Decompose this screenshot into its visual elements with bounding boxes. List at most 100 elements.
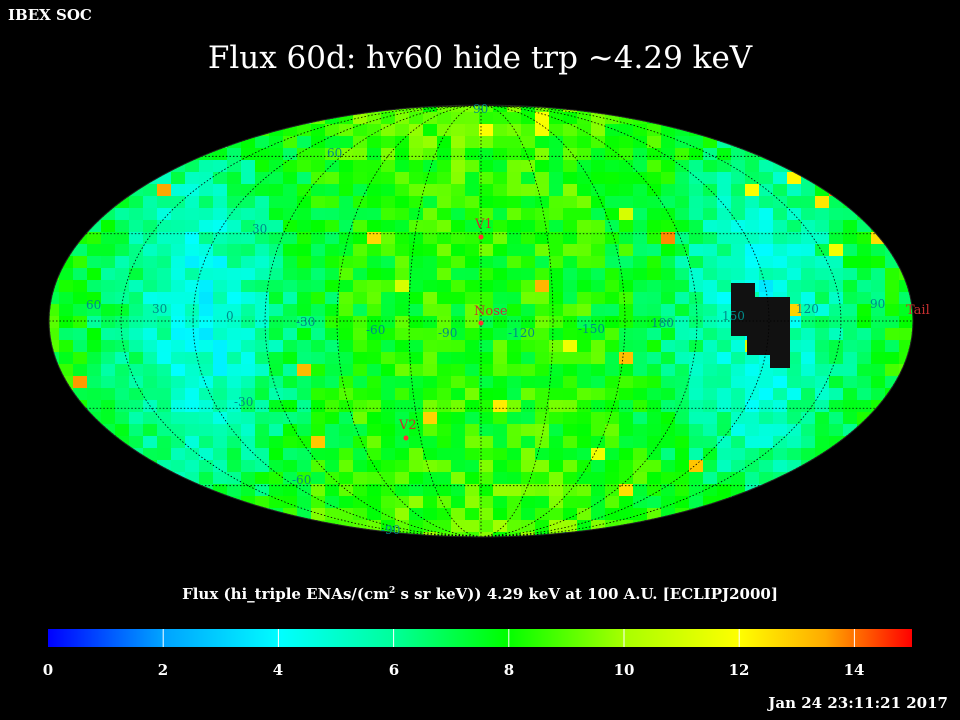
flux-cell <box>563 112 577 124</box>
flux-cell <box>717 328 731 340</box>
flux-cell <box>647 136 661 148</box>
flux-cell <box>241 376 255 388</box>
flux-cell <box>325 256 339 268</box>
flux-cell <box>451 124 465 136</box>
flux-cell <box>633 508 647 520</box>
flux-cell <box>647 436 661 448</box>
flux-cell <box>171 328 185 340</box>
flux-cell <box>227 376 241 388</box>
flux-cell <box>675 412 689 424</box>
flux-cell <box>185 316 199 328</box>
flux-cell <box>633 124 647 136</box>
flux-cell <box>185 196 199 208</box>
flux-cell <box>591 388 605 400</box>
flux-cell <box>535 412 549 424</box>
flux-cell <box>731 220 745 232</box>
flux-cell <box>619 460 633 472</box>
flux-cell <box>395 196 409 208</box>
flux-cell <box>423 532 437 537</box>
flux-cell <box>297 304 311 316</box>
flux-cell <box>605 412 619 424</box>
flux-cell <box>773 388 787 400</box>
lon-label: -60 <box>366 323 385 337</box>
flux-cell <box>787 436 801 448</box>
flux-cell <box>577 328 591 340</box>
flux-cell <box>815 400 829 412</box>
flux-cell <box>479 256 493 268</box>
flux-cell <box>563 184 577 196</box>
flux-cell <box>213 328 227 340</box>
flux-cell <box>717 232 731 244</box>
flux-cell <box>815 220 829 232</box>
flux-cell <box>283 424 297 436</box>
flux-cell <box>591 220 605 232</box>
flux-cell <box>423 304 437 316</box>
flux-cell <box>269 352 283 364</box>
flux-cell <box>185 400 199 412</box>
flux-cell <box>717 460 731 472</box>
flux-cell <box>353 304 367 316</box>
flux-cell <box>269 148 283 160</box>
flux-cell <box>311 472 325 484</box>
flux-cell <box>493 376 507 388</box>
flux-cell <box>535 105 549 112</box>
flux-cell <box>353 280 367 292</box>
flux-cell <box>717 160 731 172</box>
page-title: Flux 60d: hv60 hide trp ~4.29 keV <box>207 40 753 76</box>
flux-cell <box>479 484 493 496</box>
flux-cell <box>633 412 647 424</box>
flux-cell <box>759 280 773 292</box>
flux-cell <box>59 292 73 304</box>
flux-cell <box>507 304 521 316</box>
flux-cell <box>549 232 563 244</box>
flux-cell <box>101 412 115 424</box>
flux-cell <box>465 105 479 112</box>
flux-cell <box>283 160 297 172</box>
flux-cell <box>451 172 465 184</box>
flux-cell <box>381 292 395 304</box>
flux-cell <box>409 520 423 532</box>
flux-cell <box>507 412 521 424</box>
flux-cell <box>199 400 213 412</box>
flux-cell <box>479 532 493 537</box>
flux-cell <box>465 172 479 184</box>
flux-cell <box>605 376 619 388</box>
colorbar-tick-label: 10 <box>613 661 635 679</box>
flux-cell <box>73 280 87 292</box>
flux-cell <box>213 160 227 172</box>
flux-cell <box>563 340 577 352</box>
flux-cell <box>507 232 521 244</box>
flux-cell <box>199 196 213 208</box>
flux-cell <box>717 424 731 436</box>
flux-cell <box>157 352 171 364</box>
flux-cell <box>451 292 465 304</box>
flux-cell <box>703 184 717 196</box>
flux-cell <box>213 352 227 364</box>
flux-cell <box>269 160 283 172</box>
flux-cell <box>619 172 633 184</box>
flux-cell <box>115 244 129 256</box>
flux-cell <box>661 328 675 340</box>
flux-cell <box>717 340 731 352</box>
flux-cell <box>255 436 269 448</box>
flux-cell <box>703 160 717 172</box>
flux-cell <box>507 316 521 328</box>
flux-cell <box>437 304 451 316</box>
flux-cell <box>283 364 297 376</box>
flux-cell <box>535 232 549 244</box>
flux-cell <box>801 268 815 280</box>
flux-cell <box>605 184 619 196</box>
lat-label: -90 <box>381 523 400 537</box>
flux-cell <box>297 400 311 412</box>
flux-cell <box>157 232 171 244</box>
flux-cell <box>73 352 87 364</box>
flux-cell <box>745 448 759 460</box>
flux-cell <box>171 460 185 472</box>
flux-cell <box>689 244 703 256</box>
flux-cell <box>185 448 199 460</box>
flux-cell <box>129 220 143 232</box>
flux-cell <box>227 460 241 472</box>
flux-cell <box>731 352 745 364</box>
flux-cell <box>465 160 479 172</box>
flux-cell <box>171 340 185 352</box>
